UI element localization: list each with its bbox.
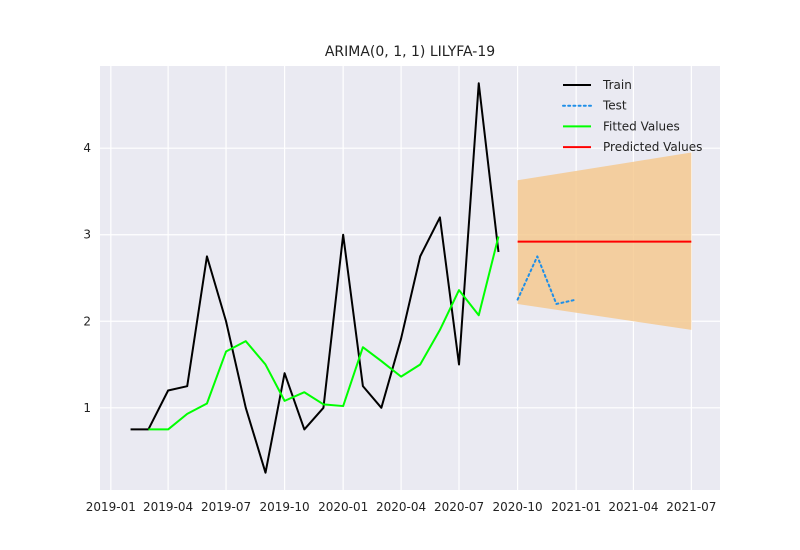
- x-tick-label: 2019-04: [143, 500, 193, 514]
- x-tick-label: 2020-10: [493, 500, 543, 514]
- x-tick-label: 2020-01: [318, 500, 368, 514]
- x-tick-label: 2021-07: [666, 500, 716, 514]
- x-tick-label: 2021-04: [608, 500, 658, 514]
- chart-title: ARIMA(0, 1, 1) LILYFA-19: [325, 44, 495, 60]
- y-tick-label: 4: [83, 141, 91, 155]
- y-tick-label: 2: [83, 314, 91, 328]
- y-axis-ticks: 1 2 3 4: [83, 141, 91, 415]
- x-tick-label: 2019-01: [86, 500, 136, 514]
- legend-label: Predicted Values: [603, 140, 702, 154]
- legend-label: Test: [602, 99, 627, 113]
- x-axis-ticks: 2019-01 2019-04 2019-07 2019-10 2020-01 2020-…: [86, 500, 717, 514]
- x-tick-label: 2020-07: [434, 500, 484, 514]
- legend-label: Fitted Values: [603, 119, 680, 133]
- x-tick-label: 2021-01: [551, 500, 601, 514]
- legend: Train Test Fitted Values Predicted Values: [562, 78, 702, 154]
- x-tick-label: 2019-10: [260, 500, 310, 514]
- x-tick-label: 2019-07: [201, 500, 251, 514]
- legend-label: Train: [602, 78, 632, 92]
- series-line-fitted-values: [148, 236, 500, 431]
- series-line-test: [516, 255, 578, 305]
- x-tick-label: 2020-04: [376, 500, 426, 514]
- y-tick-label: 3: [83, 228, 91, 242]
- series-layer: [130, 82, 692, 474]
- y-tick-label: 1: [83, 401, 91, 415]
- series-line-train: [130, 82, 500, 474]
